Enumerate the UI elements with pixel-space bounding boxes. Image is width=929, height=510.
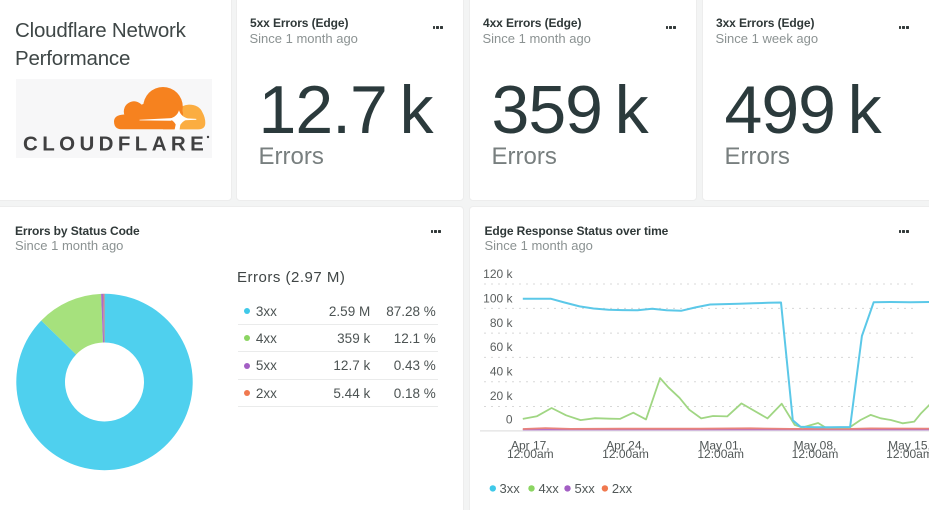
svg-text:May 08,: May 08, (793, 438, 836, 452)
svg-text:0: 0 (505, 412, 512, 426)
svg-text:20 k: 20 k (489, 388, 513, 402)
svg-text:100 k: 100 k (483, 291, 513, 305)
svg-text:12:00am: 12:00am (602, 447, 649, 461)
svg-text:5xx: 5xx (574, 481, 595, 496)
svg-text:3xx: 3xx (499, 481, 520, 496)
svg-text:May 01,: May 01, (699, 438, 742, 452)
svg-text:40 k: 40 k (489, 364, 513, 378)
svg-text:Apr 17,: Apr 17, (510, 438, 549, 452)
svg-text:12:00am: 12:00am (697, 447, 744, 461)
svg-text:12:00am: 12:00am (886, 447, 929, 461)
svg-text:12:00am: 12:00am (506, 447, 553, 461)
svg-text:80 k: 80 k (489, 316, 513, 330)
svg-text:12:00am: 12:00am (791, 447, 838, 461)
svg-text:May 15,: May 15, (888, 438, 929, 452)
svg-text:120 k: 120 k (483, 267, 513, 281)
svg-text:2xx: 2xx (611, 481, 632, 496)
svg-text:60 k: 60 k (489, 340, 513, 354)
svg-text:4xx: 4xx (538, 481, 559, 496)
svg-text:CLOUDFLARE: CLOUDFLARE (23, 132, 208, 155)
svg-text:Apr 24,: Apr 24, (606, 438, 645, 452)
